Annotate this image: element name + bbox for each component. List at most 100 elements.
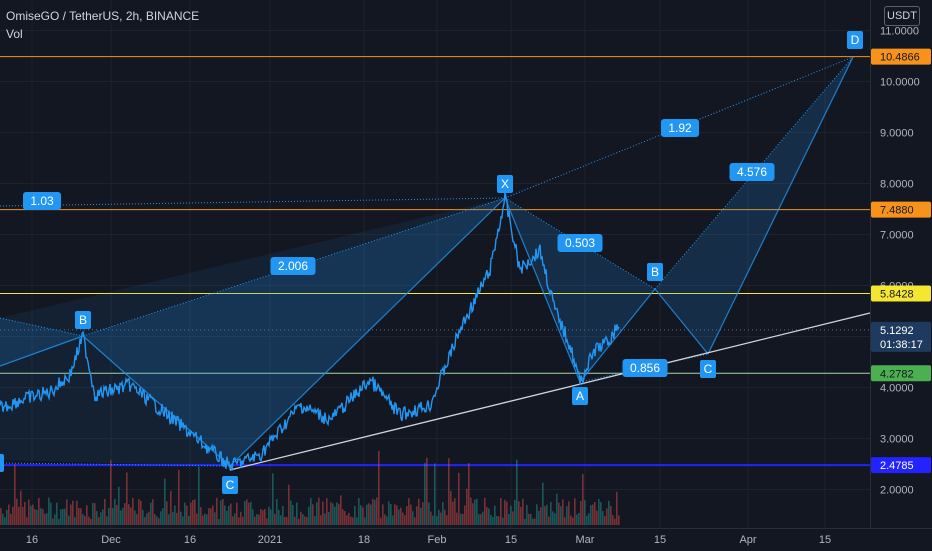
volume-bar (440, 512, 442, 525)
volume-bar (190, 502, 192, 525)
volume-bar (312, 504, 314, 525)
volume-bar (348, 512, 350, 525)
volume-bar (378, 450, 380, 525)
volume-bar (434, 463, 436, 525)
volume-bar (294, 516, 296, 525)
support-trendline (229, 312, 871, 471)
volume-bar (458, 472, 460, 525)
time-tick-label: 15 (505, 534, 517, 546)
price-badge-bg (871, 201, 931, 218)
volume-bar (368, 503, 370, 525)
price-badge-value: 5.8428 (880, 289, 914, 301)
volume-bar (576, 514, 578, 525)
volume-bar (436, 516, 438, 525)
volume-bar (610, 506, 612, 525)
volume-bar (206, 514, 208, 525)
volume-bar (404, 515, 406, 525)
volume-indicator-label[interactable]: Vol (6, 27, 23, 41)
volume-bar (238, 517, 240, 525)
price-line (0, 192, 620, 471)
volume-bar (410, 504, 412, 525)
volume-bar (572, 517, 574, 525)
volume-bar (506, 501, 508, 525)
volume-bar (320, 515, 322, 525)
volume-bar (520, 506, 522, 525)
time-tick-label: 2021 (258, 534, 282, 546)
price-badge-bg (871, 321, 931, 352)
volume-bar (170, 490, 172, 525)
pattern-point-label-b: B (647, 263, 663, 281)
price-badge: 4.2782 (871, 365, 931, 382)
volume-bar (288, 484, 290, 525)
volume-bar (332, 503, 334, 525)
volume-bar (532, 518, 534, 525)
volume-bar (94, 503, 96, 525)
volume-bar (72, 500, 74, 525)
volume-bar (542, 482, 544, 525)
pattern-ratio-label: 2.006 (270, 257, 316, 275)
volume-bars (0, 450, 620, 525)
time-tick-label: Dec (101, 534, 121, 546)
pattern-ratio-label: 1.92 (661, 119, 699, 137)
volume-bar (482, 511, 484, 525)
volume-bar (270, 509, 272, 525)
volume-bar (186, 505, 188, 525)
pattern-leg (0, 335, 84, 367)
volume-bar (352, 517, 354, 525)
price-tick-label: 9.0000 (880, 128, 914, 140)
volume-bar (40, 508, 42, 525)
volume-bar (240, 511, 242, 525)
pattern-ratio-line (82, 197, 506, 337)
volume-bar (330, 502, 332, 525)
volume-bar (272, 473, 274, 525)
pattern-fill (83, 198, 505, 466)
volume-bar (546, 504, 548, 525)
volume-bar (476, 498, 478, 525)
volume-bar (58, 518, 60, 525)
price-axis[interactable] (870, 0, 932, 528)
volume-bar (568, 501, 570, 525)
ratio-box (270, 257, 316, 275)
volume-bar (406, 505, 408, 525)
price-badge-bg (871, 457, 931, 474)
volume-bar (126, 472, 128, 525)
volume-bar (334, 506, 336, 525)
time-tick-label: 15 (819, 534, 831, 546)
volume-bar (450, 490, 452, 525)
ratio-box (23, 192, 61, 210)
volume-bar (30, 505, 32, 525)
volume-bar (208, 508, 210, 525)
price-axis-labels: 11.000010.00009.00008.00007.00006.00005.… (870, 0, 932, 528)
price-badge: 2.4785 (871, 457, 931, 474)
time-tick-label: Feb (428, 534, 447, 546)
pattern-leg (579, 288, 656, 383)
pattern-point-label-c: C (700, 360, 716, 378)
volume-bar (540, 507, 542, 525)
volume-bar (160, 511, 162, 525)
pattern-point-box (847, 31, 863, 49)
volume-bar (2, 513, 4, 525)
price-badge: 10.4866 (871, 48, 931, 65)
volume-bar (442, 501, 444, 525)
pattern-ratio-line (579, 353, 709, 383)
pattern-leg (504, 197, 581, 383)
price-badge-bg (871, 365, 931, 382)
volume-bar (268, 506, 270, 525)
volume-bar (386, 516, 388, 525)
volume-bar (454, 498, 456, 525)
time-axis[interactable] (0, 528, 932, 551)
currency-button[interactable]: USDT (884, 6, 920, 26)
volume-bar (598, 499, 600, 525)
volume-bar (566, 506, 568, 525)
volume-bar (578, 512, 580, 525)
volume-bar (426, 457, 428, 525)
volume-bar (142, 509, 144, 525)
pattern-point-box (700, 360, 716, 378)
volume-bar (182, 516, 184, 525)
volume-bar (424, 462, 426, 525)
volume-bar (124, 503, 126, 525)
volume-bar (448, 458, 450, 525)
volume-bar (202, 515, 204, 525)
